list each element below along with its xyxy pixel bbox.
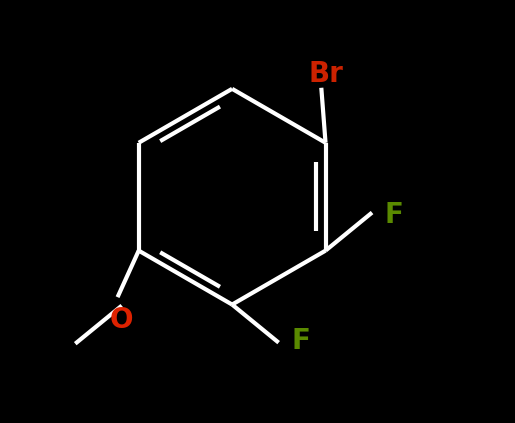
Text: Br: Br [308, 60, 344, 88]
Text: F: F [291, 327, 310, 354]
Text: O: O [110, 305, 133, 334]
Text: F: F [385, 201, 404, 229]
